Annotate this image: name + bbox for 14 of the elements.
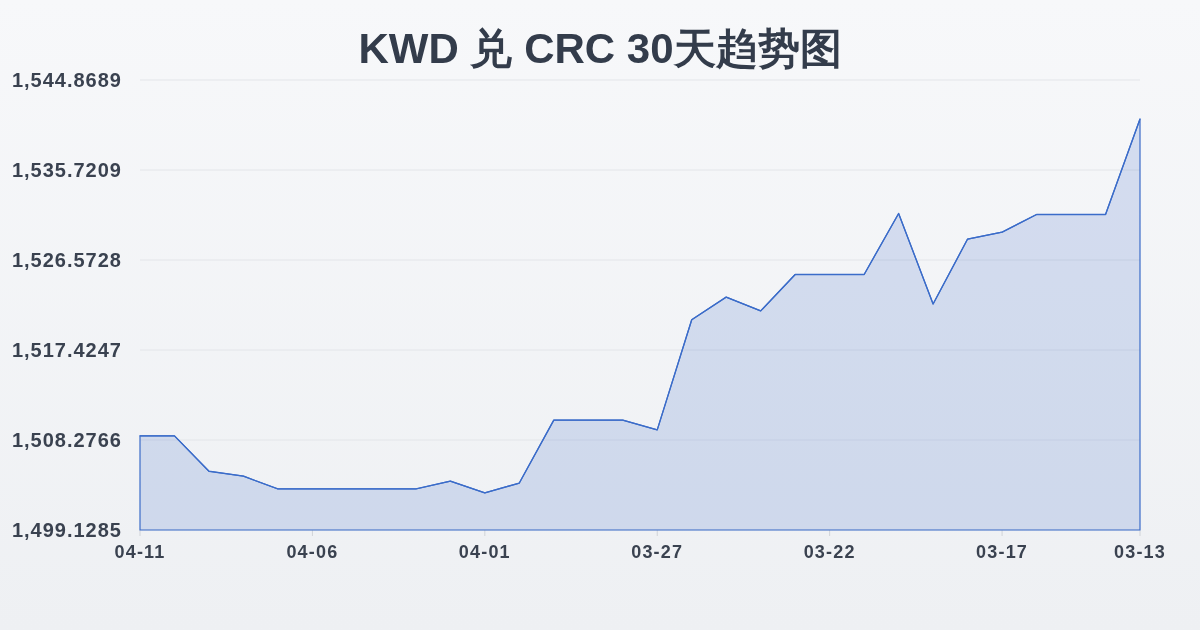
y-tick-label: 1,499.1285 (11, 519, 122, 541)
x-tick-label: 03-13 (1114, 542, 1166, 562)
y-tick-label: 1,535.7209 (11, 159, 122, 181)
y-tick-label: 1,526.5728 (11, 249, 122, 271)
y-tick-label: 1,544.8689 (11, 69, 122, 91)
x-tick-label: 03-17 (976, 542, 1029, 562)
x-tick-label: 03-27 (631, 542, 684, 562)
y-tick-label: 1,517.4247 (11, 339, 122, 361)
title: KWD 兑 CRC 30天趋势图 (358, 25, 842, 72)
x-tick-label: 04-11 (114, 542, 166, 562)
x-tick-label: 03-22 (803, 542, 856, 562)
x-tick-label: 04-06 (286, 542, 339, 562)
x-tick-label: 04-01 (458, 542, 511, 562)
y-tick-label: 1,508.2766 (11, 429, 122, 451)
